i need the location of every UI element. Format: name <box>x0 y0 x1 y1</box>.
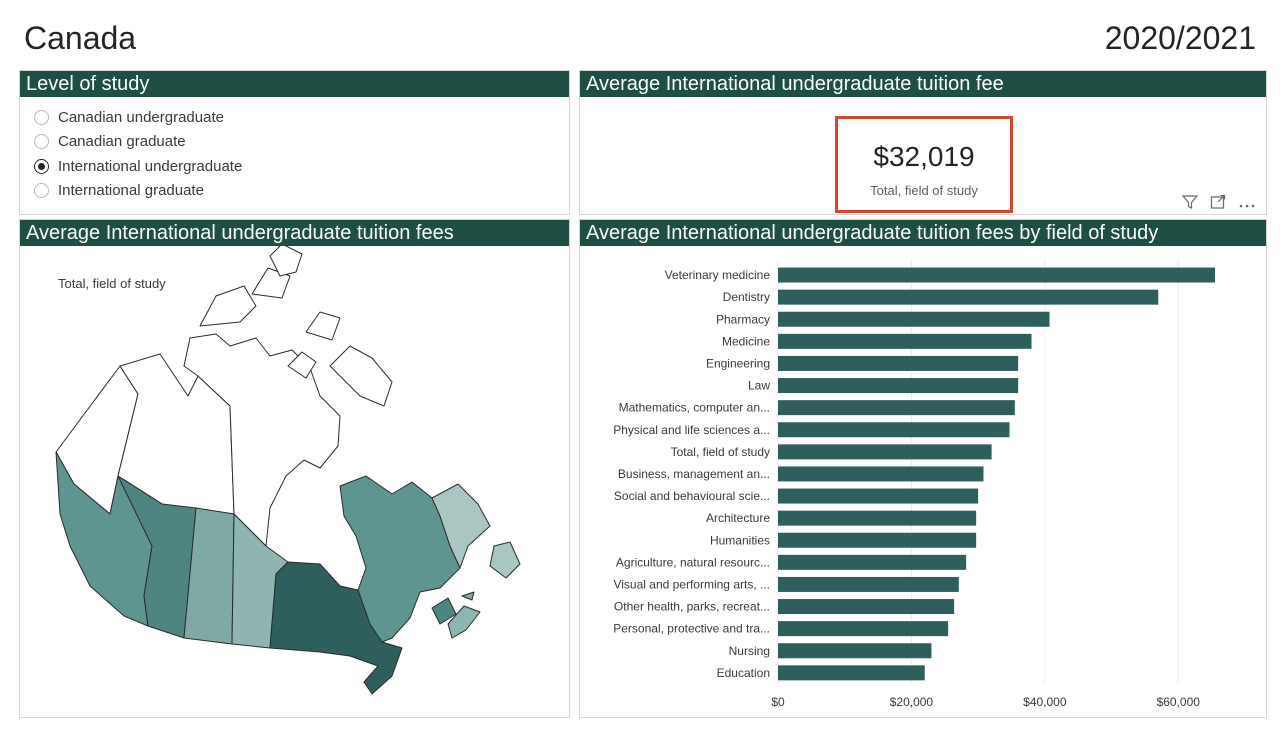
focus-mode-icon[interactable] <box>1210 194 1226 213</box>
bar[interactable] <box>778 488 979 504</box>
filter-icon[interactable] <box>1181 194 1199 213</box>
map-region-newfoundland-labrador[interactable] <box>431 483 491 569</box>
category-label: Humanities <box>710 533 770 547</box>
category-label: Pharmacy <box>716 312 770 326</box>
category-label: Mathematics, computer an... <box>619 401 770 415</box>
map-region-new-brunswick[interactable] <box>431 597 457 625</box>
radio-option-international-graduate[interactable]: International graduate <box>34 179 569 204</box>
bar[interactable] <box>778 311 1050 327</box>
category-label: Social and behavioural scie... <box>614 489 770 503</box>
more-options-icon[interactable] <box>1238 196 1256 212</box>
category-label: Other health, parks, recreat... <box>614 600 770 614</box>
map-region-arctic-islands[interactable] <box>269 246 303 277</box>
page-year: 2020/2021 <box>1104 20 1256 56</box>
radio-option-label: International undergraduate <box>58 157 243 175</box>
radio-list: Canadian undergraduate Canadian graduate… <box>20 97 569 203</box>
bar[interactable] <box>778 510 977 526</box>
map-title: Average International undergraduate tuit… <box>20 220 569 246</box>
map-region-arctic-islands[interactable] <box>287 351 317 379</box>
map-region-ontario[interactable] <box>269 561 403 695</box>
radio-option-label: Canadian undergraduate <box>58 108 224 126</box>
category-label: Education <box>717 666 770 680</box>
category-label: Business, management an... <box>618 467 770 481</box>
bar[interactable] <box>778 621 949 637</box>
category-label: Dentistry <box>723 290 770 304</box>
map-region-newfoundland-island[interactable] <box>489 541 521 579</box>
radio-circle-icon[interactable] <box>34 183 49 199</box>
radio-option-international-undergraduate[interactable]: International undergraduate <box>34 154 569 179</box>
bar[interactable] <box>778 378 1019 394</box>
bar[interactable] <box>778 267 1215 283</box>
map-region-quebec[interactable] <box>339 475 461 643</box>
x-tick-label: $20,000 <box>890 695 934 709</box>
kpi-card[interactable]: Average International undergraduate tuit… <box>579 70 1267 215</box>
radio-circle-icon[interactable] <box>34 134 49 150</box>
bar-chart-panel: Average International undergraduate tuit… <box>579 219 1267 718</box>
map-region-arctic-islands[interactable] <box>199 285 257 327</box>
bar[interactable] <box>778 400 1015 416</box>
bar[interactable] <box>778 643 932 659</box>
category-label: Engineering <box>706 356 770 370</box>
level-of-study-slicer: Level of study Canadian undergraduate Ca… <box>19 70 570 215</box>
canada-choropleth-map[interactable] <box>20 246 569 716</box>
bar[interactable] <box>778 289 1159 305</box>
map-region-arctic-islands[interactable] <box>329 345 393 407</box>
bar[interactable] <box>778 466 984 482</box>
map-region-alberta[interactable] <box>117 475 197 639</box>
bar-chart-title: Average International undergraduate tuit… <box>580 220 1266 246</box>
category-label: Nursing <box>729 644 770 658</box>
category-label: Personal, protective and tra... <box>613 622 770 636</box>
map-region-arctic-islands[interactable] <box>305 311 341 341</box>
category-label: Medicine <box>722 334 770 348</box>
bar[interactable] <box>778 576 959 592</box>
bar[interactable] <box>778 355 1019 371</box>
visual-header-icons <box>1181 194 1256 213</box>
bar-chart: Veterinary medicine Dentistry Pharmacy Medi… <box>613 260 1215 709</box>
x-tick-label: $40,000 <box>1023 695 1067 709</box>
bar[interactable] <box>778 422 1010 438</box>
radio-circle-icon[interactable] <box>34 109 49 125</box>
map-region-nova-scotia[interactable] <box>447 605 481 639</box>
x-tick-label: $0 <box>771 695 785 709</box>
radio-option-canadian-graduate[interactable]: Canadian graduate <box>34 130 569 155</box>
bar[interactable] <box>778 444 992 460</box>
radio-option-canadian-undergraduate[interactable]: Canadian undergraduate <box>34 105 569 130</box>
bar[interactable] <box>778 333 1032 349</box>
category-label: Total, field of study <box>671 445 770 459</box>
category-labels: Veterinary medicine Dentistry Pharmacy Medi… <box>613 268 770 680</box>
kpi-card-title: Average International undergraduate tuit… <box>580 71 1266 97</box>
bar[interactable] <box>778 532 977 548</box>
category-label: Veterinary medicine <box>665 268 771 282</box>
category-label: Physical and life sciences a... <box>613 423 770 437</box>
kpi-highlight-box: $32,019 Total, field of study <box>835 116 1013 213</box>
page-title: Canada <box>24 20 137 56</box>
radio-option-label: Canadian graduate <box>58 133 186 151</box>
category-label: Agriculture, natural resourc... <box>616 555 770 569</box>
kpi-value: $32,019 <box>873 141 975 172</box>
bar[interactable] <box>778 599 955 615</box>
map-legend-label: Total, field of study <box>58 276 166 291</box>
category-label: Architecture <box>706 511 770 525</box>
map-panel: Average International undergraduate tuit… <box>19 219 570 718</box>
bars <box>778 267 1215 681</box>
bar[interactable] <box>778 554 967 570</box>
bar[interactable] <box>778 665 925 681</box>
radio-circle-selected-icon[interactable] <box>34 158 49 174</box>
category-label: Law <box>748 379 770 393</box>
category-label: Visual and performing arts, ... <box>613 577 770 591</box>
x-axis-ticks: $0 $20,000 $40,000 $60,000 <box>771 695 1200 709</box>
kpi-label: Total, field of study <box>870 183 978 198</box>
map-region-prince-edward-island[interactable] <box>461 591 475 601</box>
radio-option-label: International graduate <box>58 182 204 200</box>
slicer-title: Level of study <box>20 71 569 97</box>
x-tick-label: $60,000 <box>1157 695 1201 709</box>
